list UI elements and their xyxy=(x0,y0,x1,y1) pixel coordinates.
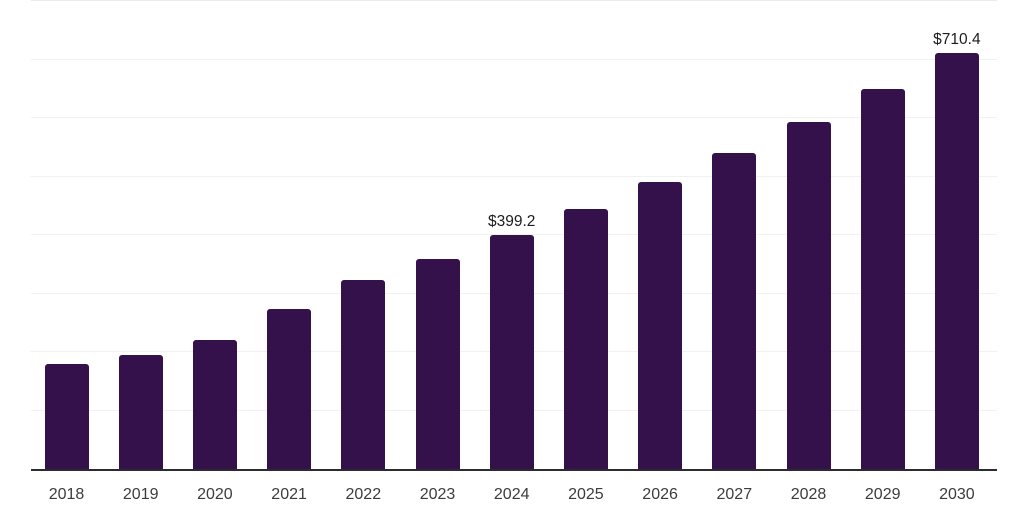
bar-2030 xyxy=(934,53,979,469)
bar-2026 xyxy=(638,182,683,469)
bar-2027 xyxy=(712,152,757,469)
x-tick-label-2022: 2022 xyxy=(345,486,382,503)
bar-2022 xyxy=(341,280,386,469)
x-tick-label-2020: 2020 xyxy=(197,486,233,503)
gridline-500 xyxy=(31,175,997,177)
bar-2025 xyxy=(563,209,608,469)
x-tick-label-2019: 2019 xyxy=(122,486,159,503)
bar-value-label-2030: $710.4 xyxy=(933,31,981,49)
bar-2024 xyxy=(489,235,534,469)
x-tick-label-2025: 2025 xyxy=(568,486,604,503)
x-tick-label-2021: 2021 xyxy=(271,486,307,503)
x-axis-ticks: 2018 2019 2020 2021 2022 2023 2024 2025 2026 2027… xyxy=(0,486,1024,506)
x-tick-label-2029: 2029 xyxy=(864,486,901,503)
bar-2018 xyxy=(44,364,89,469)
bar-2021 xyxy=(267,309,312,469)
gridline-600 xyxy=(31,117,997,118)
bar-2020 xyxy=(192,340,237,469)
bar-2028 xyxy=(786,121,831,469)
x-tick-label-2024: 2024 xyxy=(493,486,530,503)
gridline-400 xyxy=(31,234,997,235)
x-tick-label-2026: 2026 xyxy=(642,486,678,503)
bar-2019 xyxy=(118,355,163,469)
x-tick-label-2023: 2023 xyxy=(419,486,456,503)
gridline-700 xyxy=(31,58,997,60)
bar-value-label-2024: $399.2 xyxy=(487,213,536,231)
bar-2029 xyxy=(860,88,905,469)
x-tick-label-2018: 2018 xyxy=(48,486,85,503)
plot-area: $399.2 $710.4 xyxy=(31,0,997,471)
top-gridline xyxy=(31,0,997,1)
bar-2023 xyxy=(415,259,460,469)
x-tick-label-2030: 2030 xyxy=(939,486,975,503)
x-tick-label-2027: 2027 xyxy=(716,486,753,503)
x-tick-label-2028: 2028 xyxy=(790,486,827,503)
